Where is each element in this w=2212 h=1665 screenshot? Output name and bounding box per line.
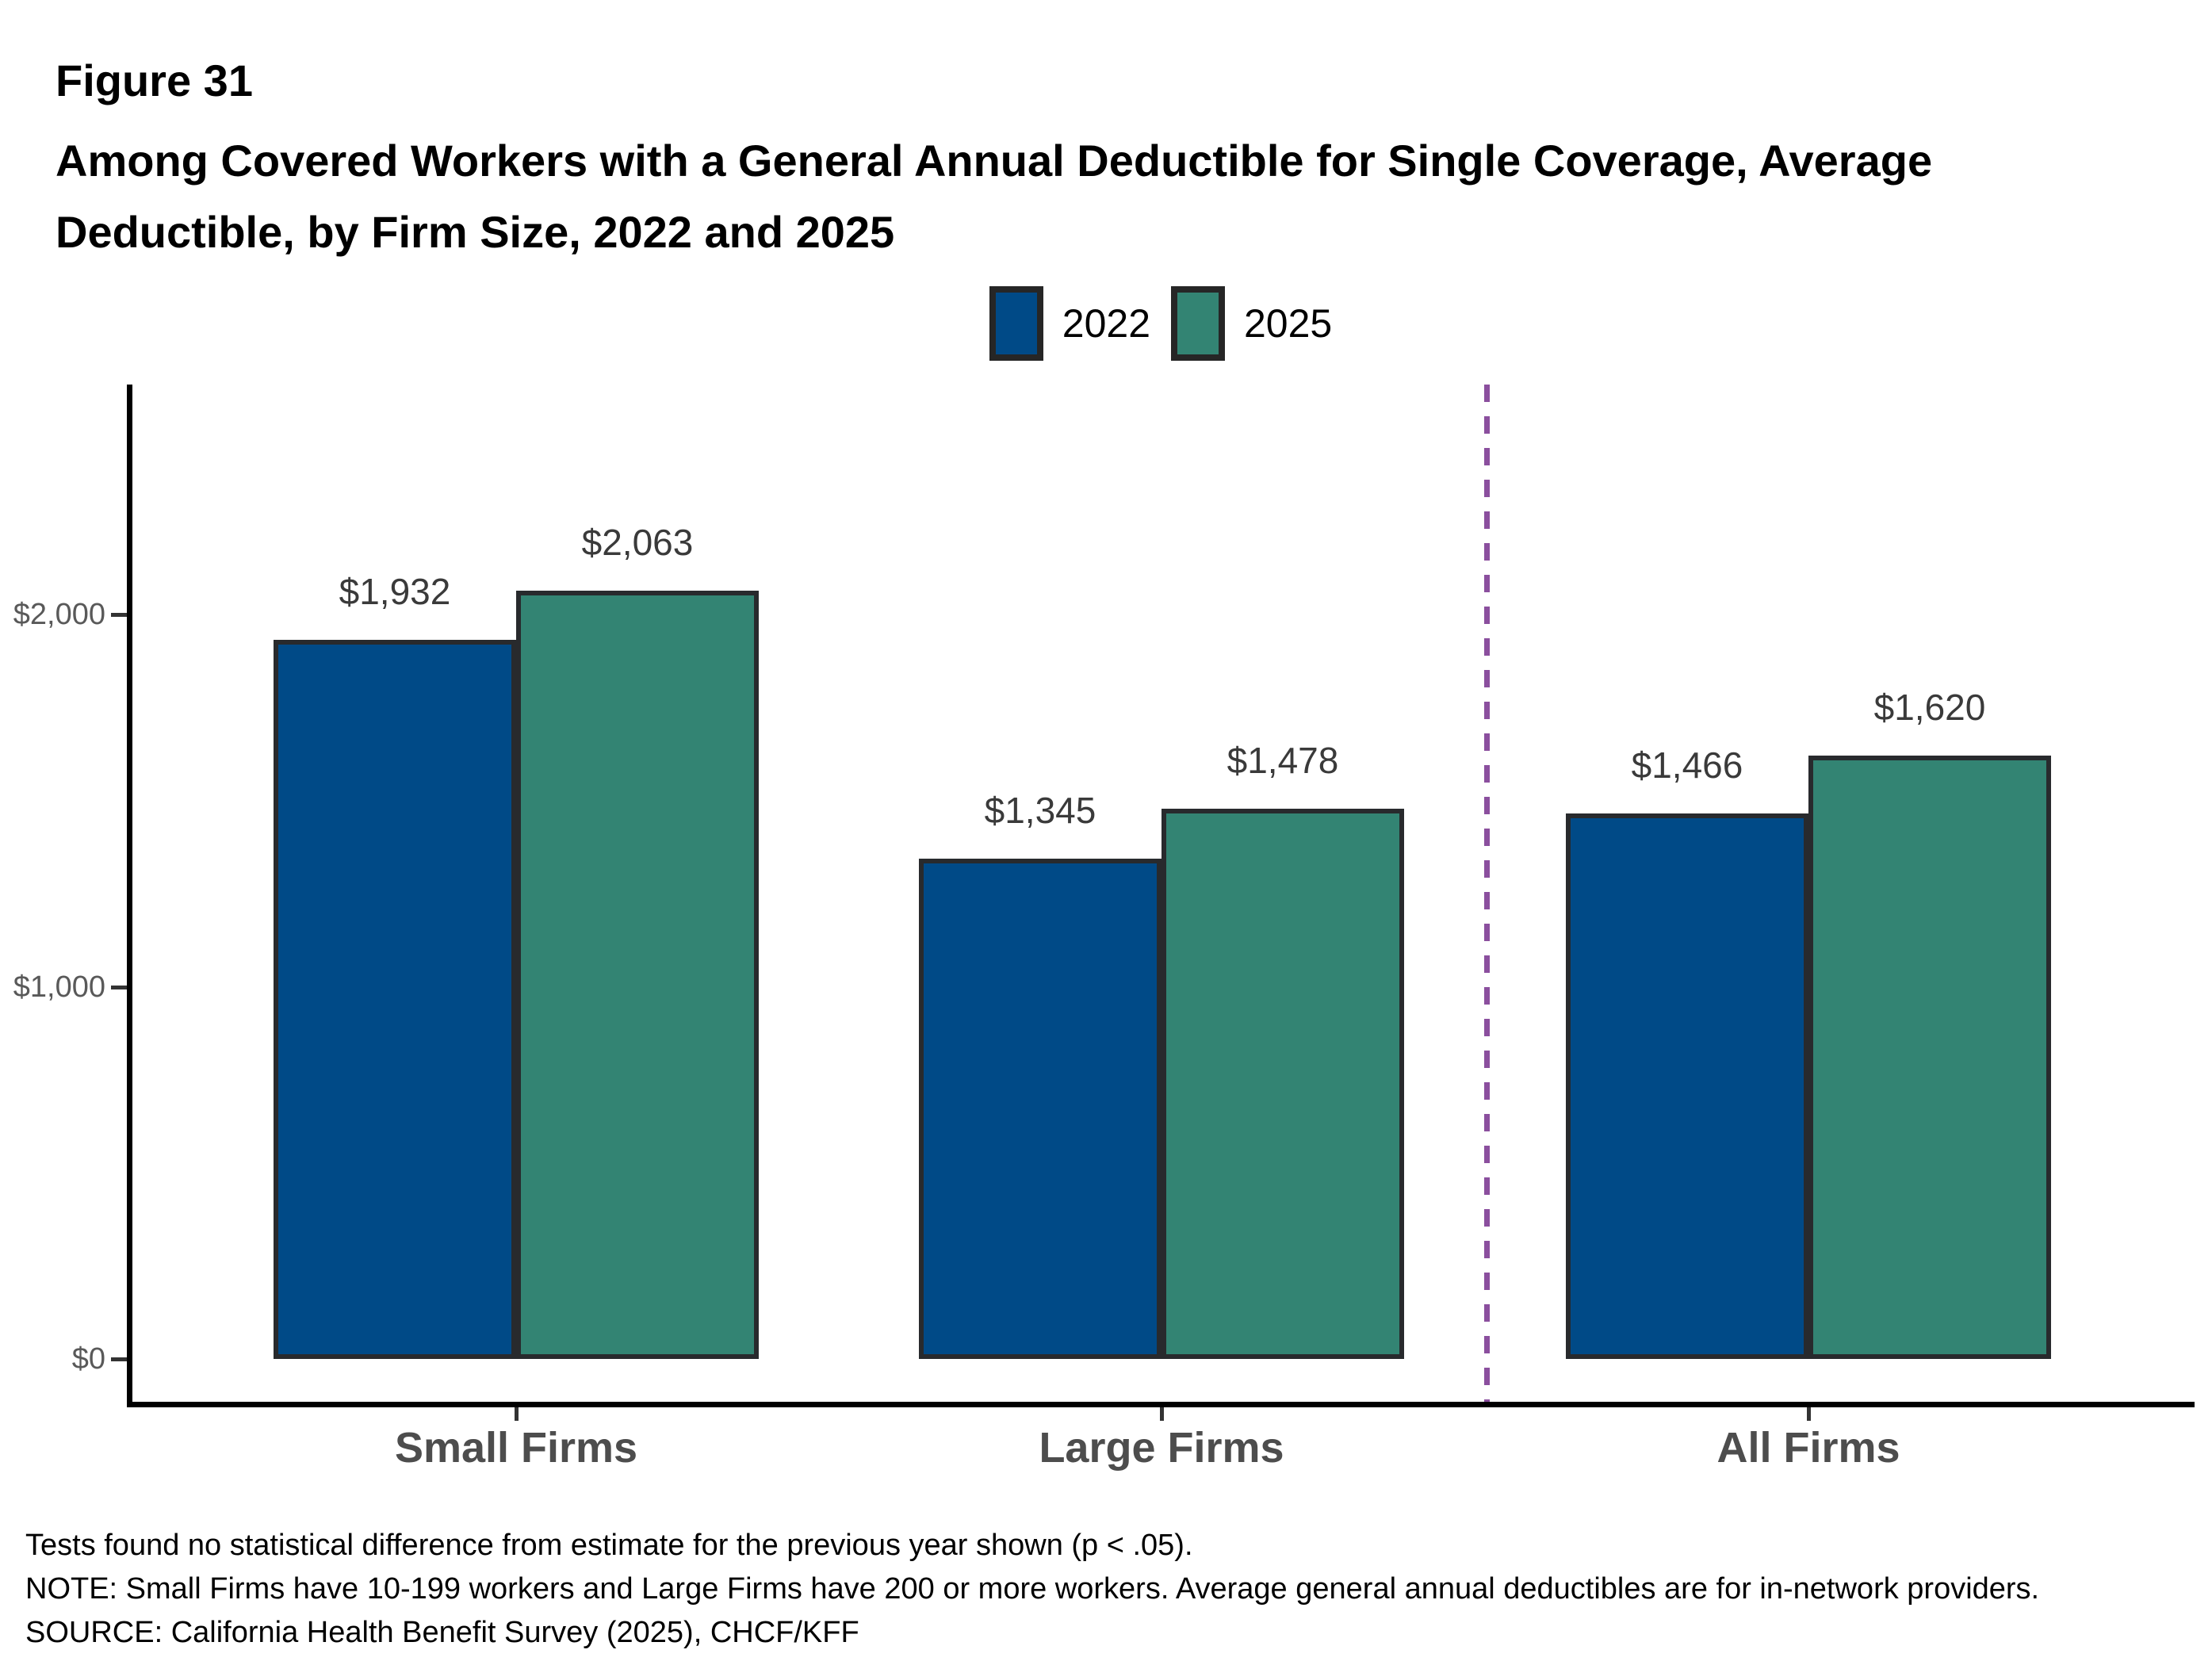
legend-label: 2025	[1244, 301, 1333, 346]
y-tick-label: $1,000	[13, 970, 105, 1004]
bar-2025-large-firms	[1161, 809, 1404, 1359]
value-label-2022-all-firms: $1,466	[1631, 744, 1743, 786]
value-label-2025-small-firms: $2,063	[581, 522, 694, 563]
legend-item-2022: 2022	[989, 286, 1150, 361]
bar-2022-all-firms	[1566, 813, 1808, 1359]
category-label-small-firms: Small Firms	[394, 1424, 638, 1472]
legend-swatch-2025	[1171, 286, 1225, 361]
y-tick-mark	[111, 1357, 127, 1361]
footnote-source: SOURCE: California Health Benefit Survey…	[25, 1616, 859, 1649]
value-label-2025-all-firms: $1,620	[1873, 687, 1986, 728]
value-label-2022-small-firms: $1,932	[339, 571, 451, 612]
x-tick-mark	[1160, 1407, 1164, 1421]
chart-title: Among Covered Workers with a General Ann…	[55, 136, 1933, 257]
footnote-significance: Tests found no statistical difference fr…	[25, 1529, 1193, 1562]
category-label-all-firms: All Firms	[1716, 1424, 1900, 1472]
category-label-large-firms: Large Firms	[1039, 1424, 1284, 1472]
bar-2022-large-firms	[919, 859, 1161, 1359]
figure-label: Figure 31	[55, 56, 253, 105]
legend-item-2025: 2025	[1171, 286, 1332, 361]
y-axis-line	[127, 385, 132, 1407]
legend-swatch-2022	[989, 286, 1043, 361]
x-axis-line	[127, 1402, 2195, 1407]
x-tick-mark	[1807, 1407, 1811, 1421]
y-tick-mark	[111, 613, 127, 617]
legend: 2022 2025	[127, 285, 2195, 362]
footnotes: Tests found no statistical difference fr…	[25, 1524, 2039, 1655]
bar-2022-small-firms	[274, 640, 516, 1359]
y-tick-label: $2,000	[13, 598, 105, 631]
y-tick-label: $0	[71, 1342, 105, 1376]
bar-2025-small-firms	[516, 591, 759, 1359]
footnote-note: NOTE: Small Firms have 10-199 workers an…	[25, 1572, 2040, 1606]
value-label-2022-large-firms: $1,345	[984, 790, 1096, 831]
y-tick-mark	[111, 985, 127, 989]
x-tick-mark	[515, 1407, 519, 1421]
bar-2025-all-firms	[1808, 756, 2051, 1359]
legend-label: 2022	[1062, 301, 1150, 346]
dashed-separator-line	[1484, 385, 1490, 1402]
value-label-2025-large-firms: $1,478	[1227, 740, 1339, 781]
